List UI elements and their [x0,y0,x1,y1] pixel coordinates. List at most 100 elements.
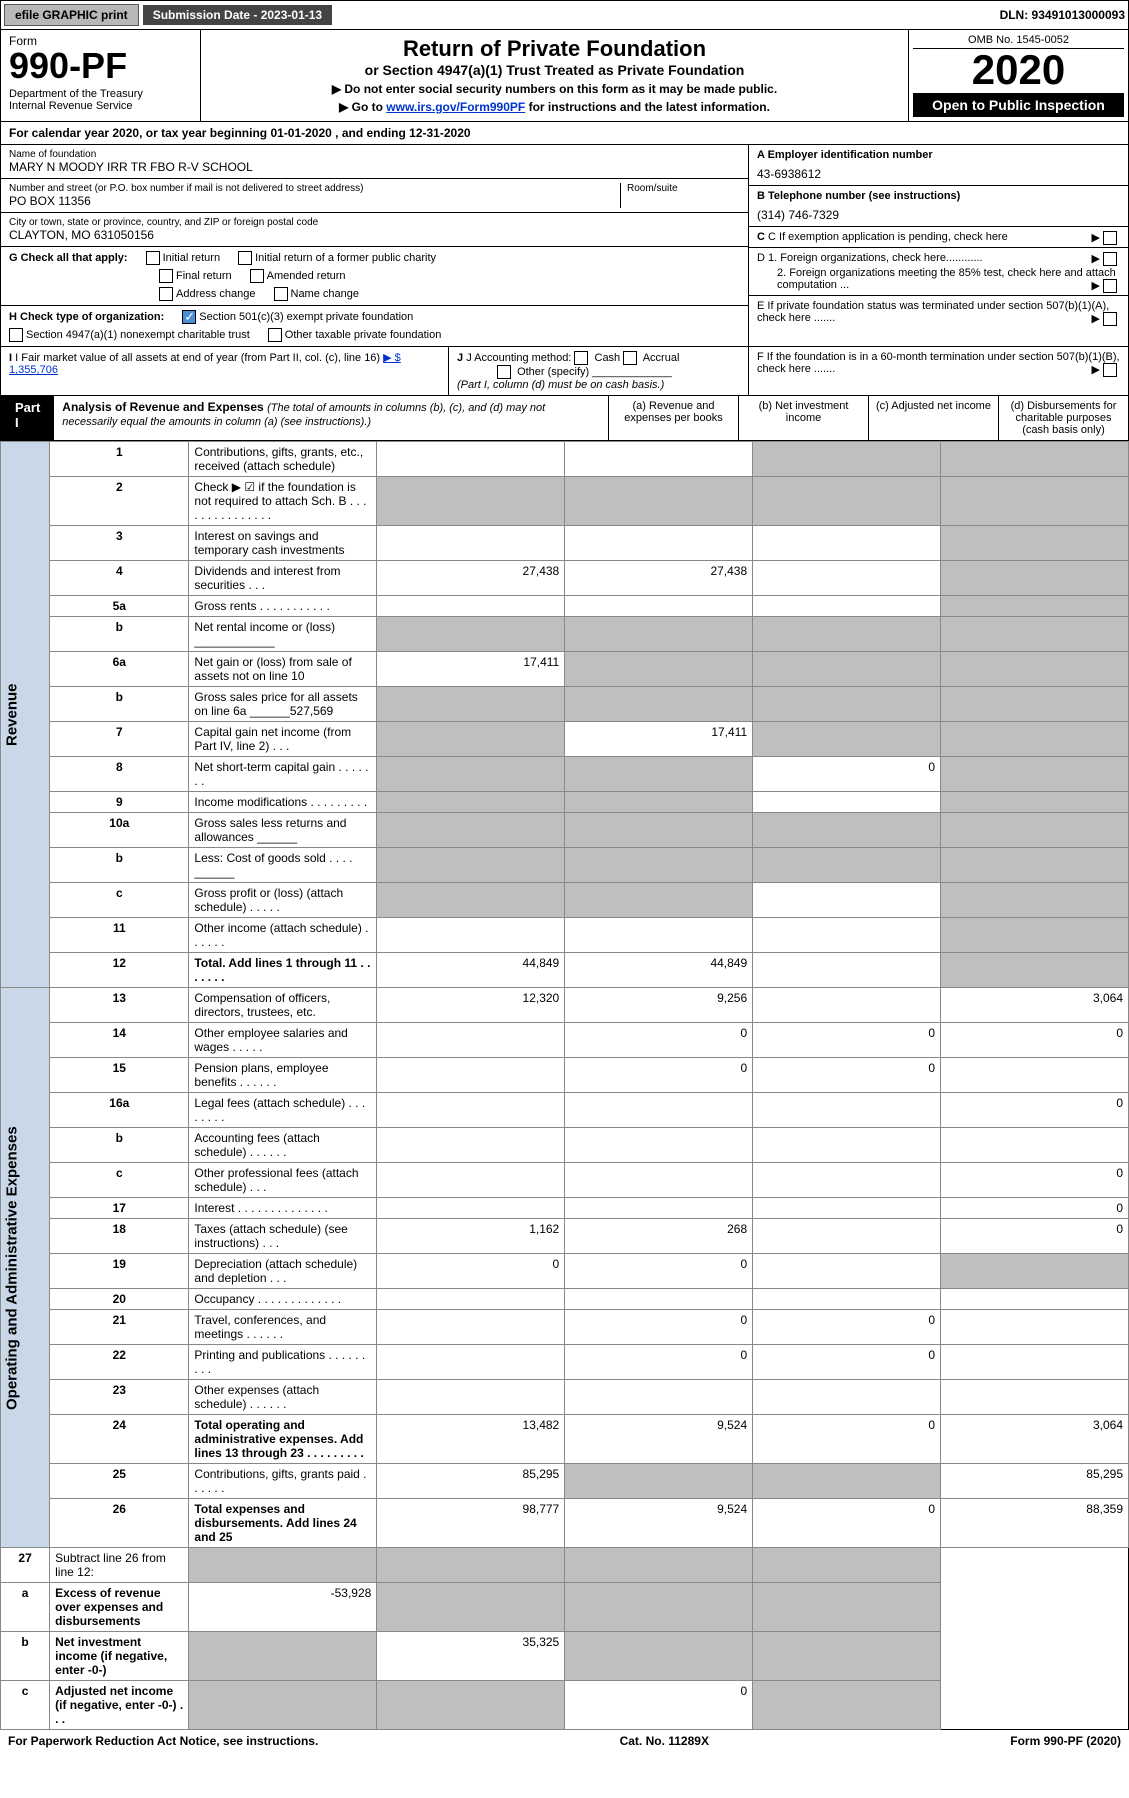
ij-row: I I Fair market value of all assets at e… [0,347,1129,396]
table-row: cGross profit or (loss) (attach schedule… [1,883,1129,918]
col-d-header: (d) Disbursements for charitable purpose… [998,396,1128,440]
e-cell: E If private foundation status was termi… [749,296,1128,328]
top-bar: efile GRAPHIC print Submission Date - 20… [0,0,1129,30]
table-row: 6aNet gain or (loss) from sale of assets… [1,652,1129,687]
c-cell: C C If exemption application is pending,… [749,227,1128,248]
header-right: OMB No. 1545-0052 2020 Open to Public In… [908,30,1128,121]
table-row: 15Pension plans, employee benefits . . .… [1,1058,1129,1093]
form-subtitle: or Section 4947(a)(1) Trust Treated as P… [221,62,888,78]
g-check-row: G Check all that apply: Initial return I… [1,247,748,306]
table-row: 27Subtract line 26 from line 12: [1,1548,1129,1583]
footer-right: Form 990-PF (2020) [1010,1734,1121,1748]
section-side-label: Revenue [1,442,50,988]
foundation-name-cell: Name of foundation MARY N MOODY IRR TR F… [1,145,748,179]
table-row: Revenue1Contributions, gifts, grants, et… [1,442,1129,477]
form-header: Form 990-PF Department of the Treasury I… [0,30,1129,122]
note-link: ▶ Go to www.irs.gov/Form990PF for instru… [221,100,888,114]
d-cell: D 1. Foreign organizations, check here..… [749,248,1128,296]
final-return-checkbox[interactable] [159,269,173,283]
table-row: bLess: Cost of goods sold . . . . ______ [1,848,1129,883]
table-row: bNet rental income or (loss) ___________… [1,617,1129,652]
cash-checkbox[interactable] [574,351,588,365]
col-c-header: (c) Adjusted net income [868,396,998,440]
table-row: 25Contributions, gifts, grants paid . . … [1,1464,1129,1499]
initial-former-checkbox[interactable] [238,251,252,265]
table-row: 16aLegal fees (attach schedule) . . . . … [1,1093,1129,1128]
table-row: 5aGross rents . . . . . . . . . . . [1,596,1129,617]
table-row: cAdjusted net income (if negative, enter… [1,1681,1129,1730]
table-row: 22Printing and publications . . . . . . … [1,1345,1129,1380]
accrual-checkbox[interactable] [623,351,637,365]
other-taxable-checkbox[interactable] [268,328,282,342]
j-cell: J J Accounting method: Cash Accrual Othe… [448,347,748,395]
h-check-row: H Check type of organization: Section 50… [1,306,748,346]
d1-checkbox[interactable] [1103,252,1117,266]
header-left: Form 990-PF Department of the Treasury I… [1,30,201,121]
part1-header-row: Part I Analysis of Revenue and Expenses … [0,396,1129,441]
table-row: 4Dividends and interest from securities … [1,561,1129,596]
table-row: Operating and Administrative Expenses13C… [1,988,1129,1023]
table-row: cOther professional fees (attach schedul… [1,1163,1129,1198]
i-cell: I I Fair market value of all assets at e… [1,347,448,395]
form-number: 990-PF [9,48,192,84]
submission-date: Submission Date - 2023-01-13 [143,5,332,25]
c-checkbox[interactable] [1103,231,1117,245]
part1-tag: Part I [1,396,54,440]
phone-cell: B Telephone number (see instructions) (3… [749,186,1128,227]
f-checkbox[interactable] [1103,363,1117,377]
table-row: 20Occupancy . . . . . . . . . . . . . [1,1289,1129,1310]
initial-return-checkbox[interactable] [146,251,160,265]
footer-row: For Paperwork Reduction Act Notice, see … [0,1730,1129,1752]
table-row: 24Total operating and administrative exp… [1,1415,1129,1464]
table-row: bNet investment income (if negative, ent… [1,1632,1129,1681]
section-side-label: Operating and Administrative Expenses [1,988,50,1548]
table-row: 21Travel, conferences, and meetings . . … [1,1310,1129,1345]
efile-print-button[interactable]: efile GRAPHIC print [4,4,139,26]
part1-title: Analysis of Revenue and Expenses (The to… [54,396,608,440]
address-cell: Number and street (or P.O. box number if… [1,179,748,213]
table-row: 11Other income (attach schedule) . . . .… [1,918,1129,953]
table-row: 26Total expenses and disbursements. Add … [1,1499,1129,1548]
col-a-header: (a) Revenue and expenses per books [608,396,738,440]
4947-checkbox[interactable] [9,328,23,342]
dln: DLN: 93491013000093 [1000,8,1125,22]
e-checkbox[interactable] [1103,312,1117,326]
ein-cell: A Employer identification number 43-6938… [749,145,1128,186]
footer-mid: Cat. No. 11289X [620,1734,709,1748]
col-b-header: (b) Net investment income [738,396,868,440]
table-row: bGross sales price for all assets on lin… [1,687,1129,722]
name-change-checkbox[interactable] [274,287,288,301]
table-row: 12Total. Add lines 1 through 11 . . . . … [1,953,1129,988]
amended-return-checkbox[interactable] [250,269,264,283]
501c3-checkbox[interactable] [182,310,196,324]
calendar-year-row: For calendar year 2020, or tax year begi… [0,122,1129,145]
table-row: 23Other expenses (attach schedule) . . .… [1,1380,1129,1415]
revenue-expense-table: Revenue1Contributions, gifts, grants, et… [0,441,1129,1730]
address-change-checkbox[interactable] [159,287,173,301]
table-row: 18Taxes (attach schedule) (see instructi… [1,1219,1129,1254]
table-row: 3Interest on savings and temporary cash … [1,526,1129,561]
table-row: 7Capital gain net income (from Part IV, … [1,722,1129,757]
table-row: bAccounting fees (attach schedule) . . .… [1,1128,1129,1163]
irs-link[interactable]: www.irs.gov/Form990PF [386,100,525,114]
table-row: 2Check ▶ ☑ if the foundation is not requ… [1,477,1129,526]
dept-treasury: Department of the Treasury Internal Reve… [9,88,192,112]
form-title: Return of Private Foundation [221,36,888,62]
city-cell: City or town, state or province, country… [1,213,748,247]
info-grid: Name of foundation MARY N MOODY IRR TR F… [0,145,1129,347]
table-row: 10aGross sales less returns and allowanc… [1,813,1129,848]
d2-checkbox[interactable] [1103,279,1117,293]
table-row: aExcess of revenue over expenses and dis… [1,1583,1129,1632]
note-ssn: ▶ Do not enter social security numbers o… [221,82,888,96]
table-row: 19Depreciation (attach schedule) and dep… [1,1254,1129,1289]
table-row: 17Interest . . . . . . . . . . . . . .0 [1,1198,1129,1219]
table-row: 14Other employee salaries and wages . . … [1,1023,1129,1058]
table-row: 8Net short-term capital gain . . . . . .… [1,757,1129,792]
open-to-public: Open to Public Inspection [913,93,1124,117]
f-cell: F If the foundation is in a 60-month ter… [748,347,1128,395]
header-mid: Return of Private Foundation or Section … [201,30,908,121]
other-method-checkbox[interactable] [497,365,511,379]
tax-year: 2020 [913,49,1124,91]
table-row: 9Income modifications . . . . . . . . . [1,792,1129,813]
footer-left: For Paperwork Reduction Act Notice, see … [8,1734,318,1748]
